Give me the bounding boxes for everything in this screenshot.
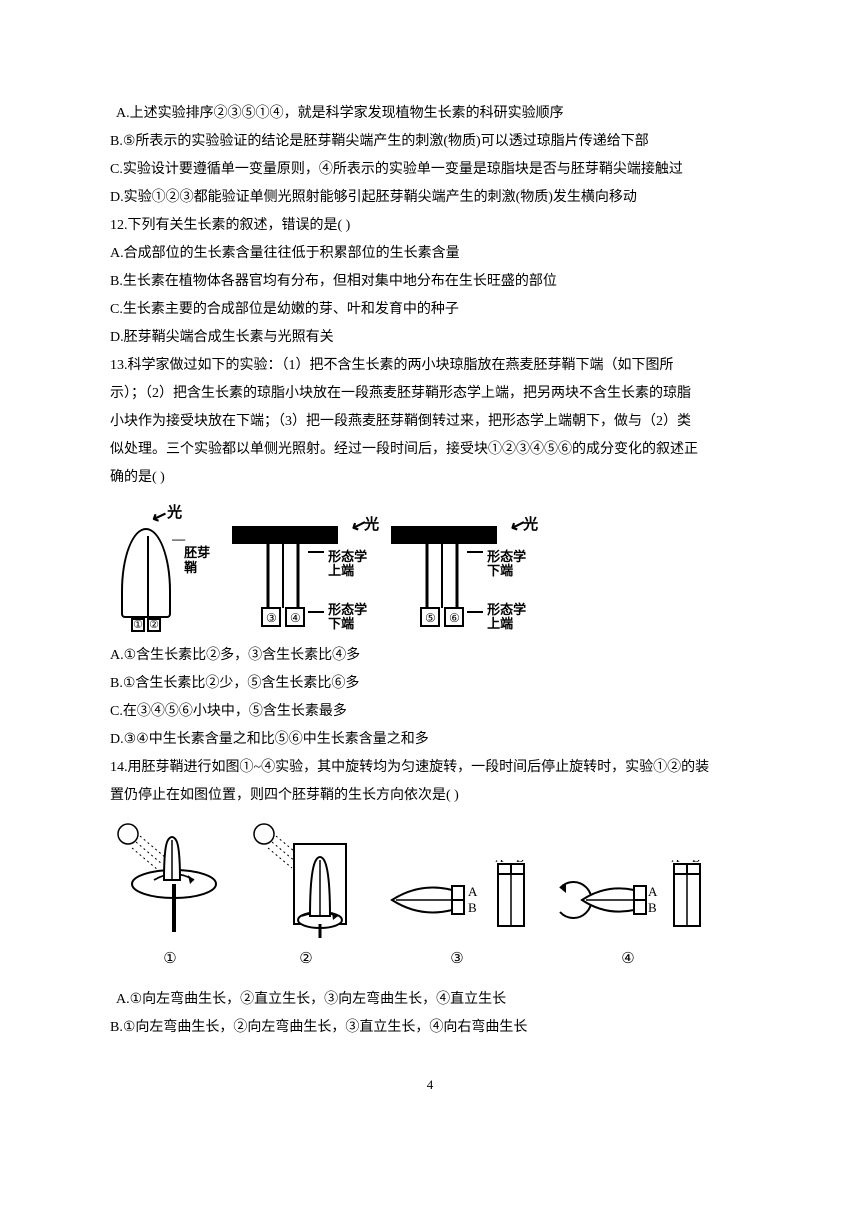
q12-opt-b: B.生长素在植物体各器官均有分布，但相对集中地分布在生长旺盛的部位: [110, 268, 750, 296]
svg-text:④: ④: [290, 611, 301, 625]
q14-label-4: ④: [621, 944, 634, 974]
morph-bot-1: 形态学: [328, 603, 379, 617]
q14-opt-b: B.①向左弯曲生长，②向左弯曲生长，③直立生长，④向右弯曲生长: [110, 1014, 750, 1042]
page-number: 4: [110, 1072, 750, 1098]
svg-text:B: B: [468, 900, 477, 915]
q13-opt-a: A.①含生长素比②多，③含生长素比④多: [110, 642, 750, 670]
morph-top-1: 形态学: [328, 550, 379, 564]
q14-label-1: ①: [163, 944, 176, 974]
q13-fig3: ↙ ⑤ ⑥ 光 形态学 下端 形态学 上端: [387, 512, 538, 632]
q14-stem-2: 置仍停止在如图位置，则四个胚芽鞘的生长方向依次是( ): [110, 782, 750, 810]
q11-opt-c: C.实验设计要遵循单一变量原则，④所表示的实验单一变量是琼脂块是否与胚芽鞘尖端接…: [110, 156, 750, 184]
q13-stem-4: 似处理。三个实验都以单侧光照射。经过一段时间后，接受块①②③④⑤⑥的成分变化的叙…: [110, 436, 750, 464]
coleoptile-label-2: 鞘: [184, 561, 210, 575]
morph-top-2: 上端: [328, 564, 379, 578]
q14-fig3: A B A B ③: [382, 860, 532, 974]
q13-stem-5: 确的是( ): [110, 464, 750, 492]
q13-opt-b: B.①含生长素比②少，⑤含生长素比⑥多: [110, 670, 750, 698]
svg-text:B: B: [516, 860, 524, 865]
svg-text:A: A: [468, 884, 478, 899]
block-2: ②: [147, 618, 161, 632]
coleoptile-label-1: 胚芽: [184, 546, 210, 560]
q13-stem-2: 示）；（2）把含生长素的琼脂小块放在一段燕麦胚芽鞘形态学上端，把另两块不含生长素…: [110, 380, 750, 408]
q13-opt-c: C.在③④⑤⑥小块中，⑤含生长素最多: [110, 698, 750, 726]
morph-top-b: 上端: [487, 617, 538, 631]
q14-opt-a: A.①向左弯曲生长，②直立生长，③向左弯曲生长，④直立生长: [110, 986, 750, 1014]
light-label-2: 光: [364, 510, 379, 540]
q13-fig1: ↙ 光 ① ② — 胚芽 鞘: [110, 498, 210, 632]
svg-text:B: B: [648, 900, 657, 915]
q12-opt-d: D.胚芽鞘尖端合成生长素与光照有关: [110, 324, 750, 352]
svg-text:B: B: [692, 860, 700, 865]
q13-stem-1: 13.科学家做过如下的实验：（1）把不含生长素的两小块琼脂放在燕麦胚芽鞘下端（如…: [110, 352, 750, 380]
svg-text:A: A: [648, 884, 658, 899]
q14-stem-1: 14.用胚芽鞘进行如图①~④实验，其中旋转均为匀速旋转，一段时间后停止旋转时，实…: [110, 754, 750, 782]
svg-text:⑥: ⑥: [449, 611, 460, 625]
q14-label-2: ②: [299, 944, 312, 974]
block-1: ①: [131, 618, 145, 632]
morph-bot-2: 下端: [328, 617, 379, 631]
q13-figures: ↙ 光 ① ② — 胚芽 鞘: [110, 498, 750, 632]
q14-fig2: ②: [246, 820, 366, 974]
q14-fig4: A B A B ④: [548, 860, 708, 974]
svg-text:③: ③: [266, 611, 277, 625]
q13-fig2: ↙ ③ ④ 光 形态学 上端: [228, 512, 379, 632]
q13-opt-d: D.③④中生长素含量之和比⑤⑥中生长素含量之和多: [110, 726, 750, 754]
q12-opt-a: A.合成部位的生长素含量往往低于积累部位的生长素含量: [110, 240, 750, 268]
q12-stem: 12.下列有关生长素的叙述，错误的是( ): [110, 212, 750, 240]
coleoptile-shape: [121, 528, 171, 618]
q11-opt-b: B.⑤所表示的实验验证的结论是胚芽鞘尖端产生的刺激(物质)可以透过琼脂片传递给下…: [110, 128, 750, 156]
light-label-3: 光: [523, 510, 538, 540]
morph-top-a: 形态学: [487, 603, 538, 617]
svg-text:A: A: [671, 860, 680, 865]
morph-bot-a: 形态学: [487, 550, 538, 564]
q13-stem-3: 小块作为接受块放在下端；（3）把一段燕麦胚芽鞘倒转过来，把形态学上端朝下，做与（…: [110, 408, 750, 436]
svg-text:A: A: [495, 860, 504, 865]
morph-bot-b: 下端: [487, 564, 538, 578]
q11-opt-d: D.实验①②③都能验证单侧光照射能够引起胚芽鞘尖端产生的刺激(物质)发生横向移动: [110, 184, 750, 212]
q14-label-3: ③: [450, 944, 463, 974]
q11-opt-a: A.上述实验排序②③⑤①④，就是科学家发现植物生长素的科研实验顺序: [110, 100, 750, 128]
q14-figures: ① ②: [110, 820, 750, 974]
svg-text:⑤: ⑤: [425, 611, 436, 625]
q14-fig1: ①: [110, 820, 230, 974]
q12-opt-c: C.生长素主要的合成部位是幼嫩的芽、叶和发育中的种子: [110, 296, 750, 324]
